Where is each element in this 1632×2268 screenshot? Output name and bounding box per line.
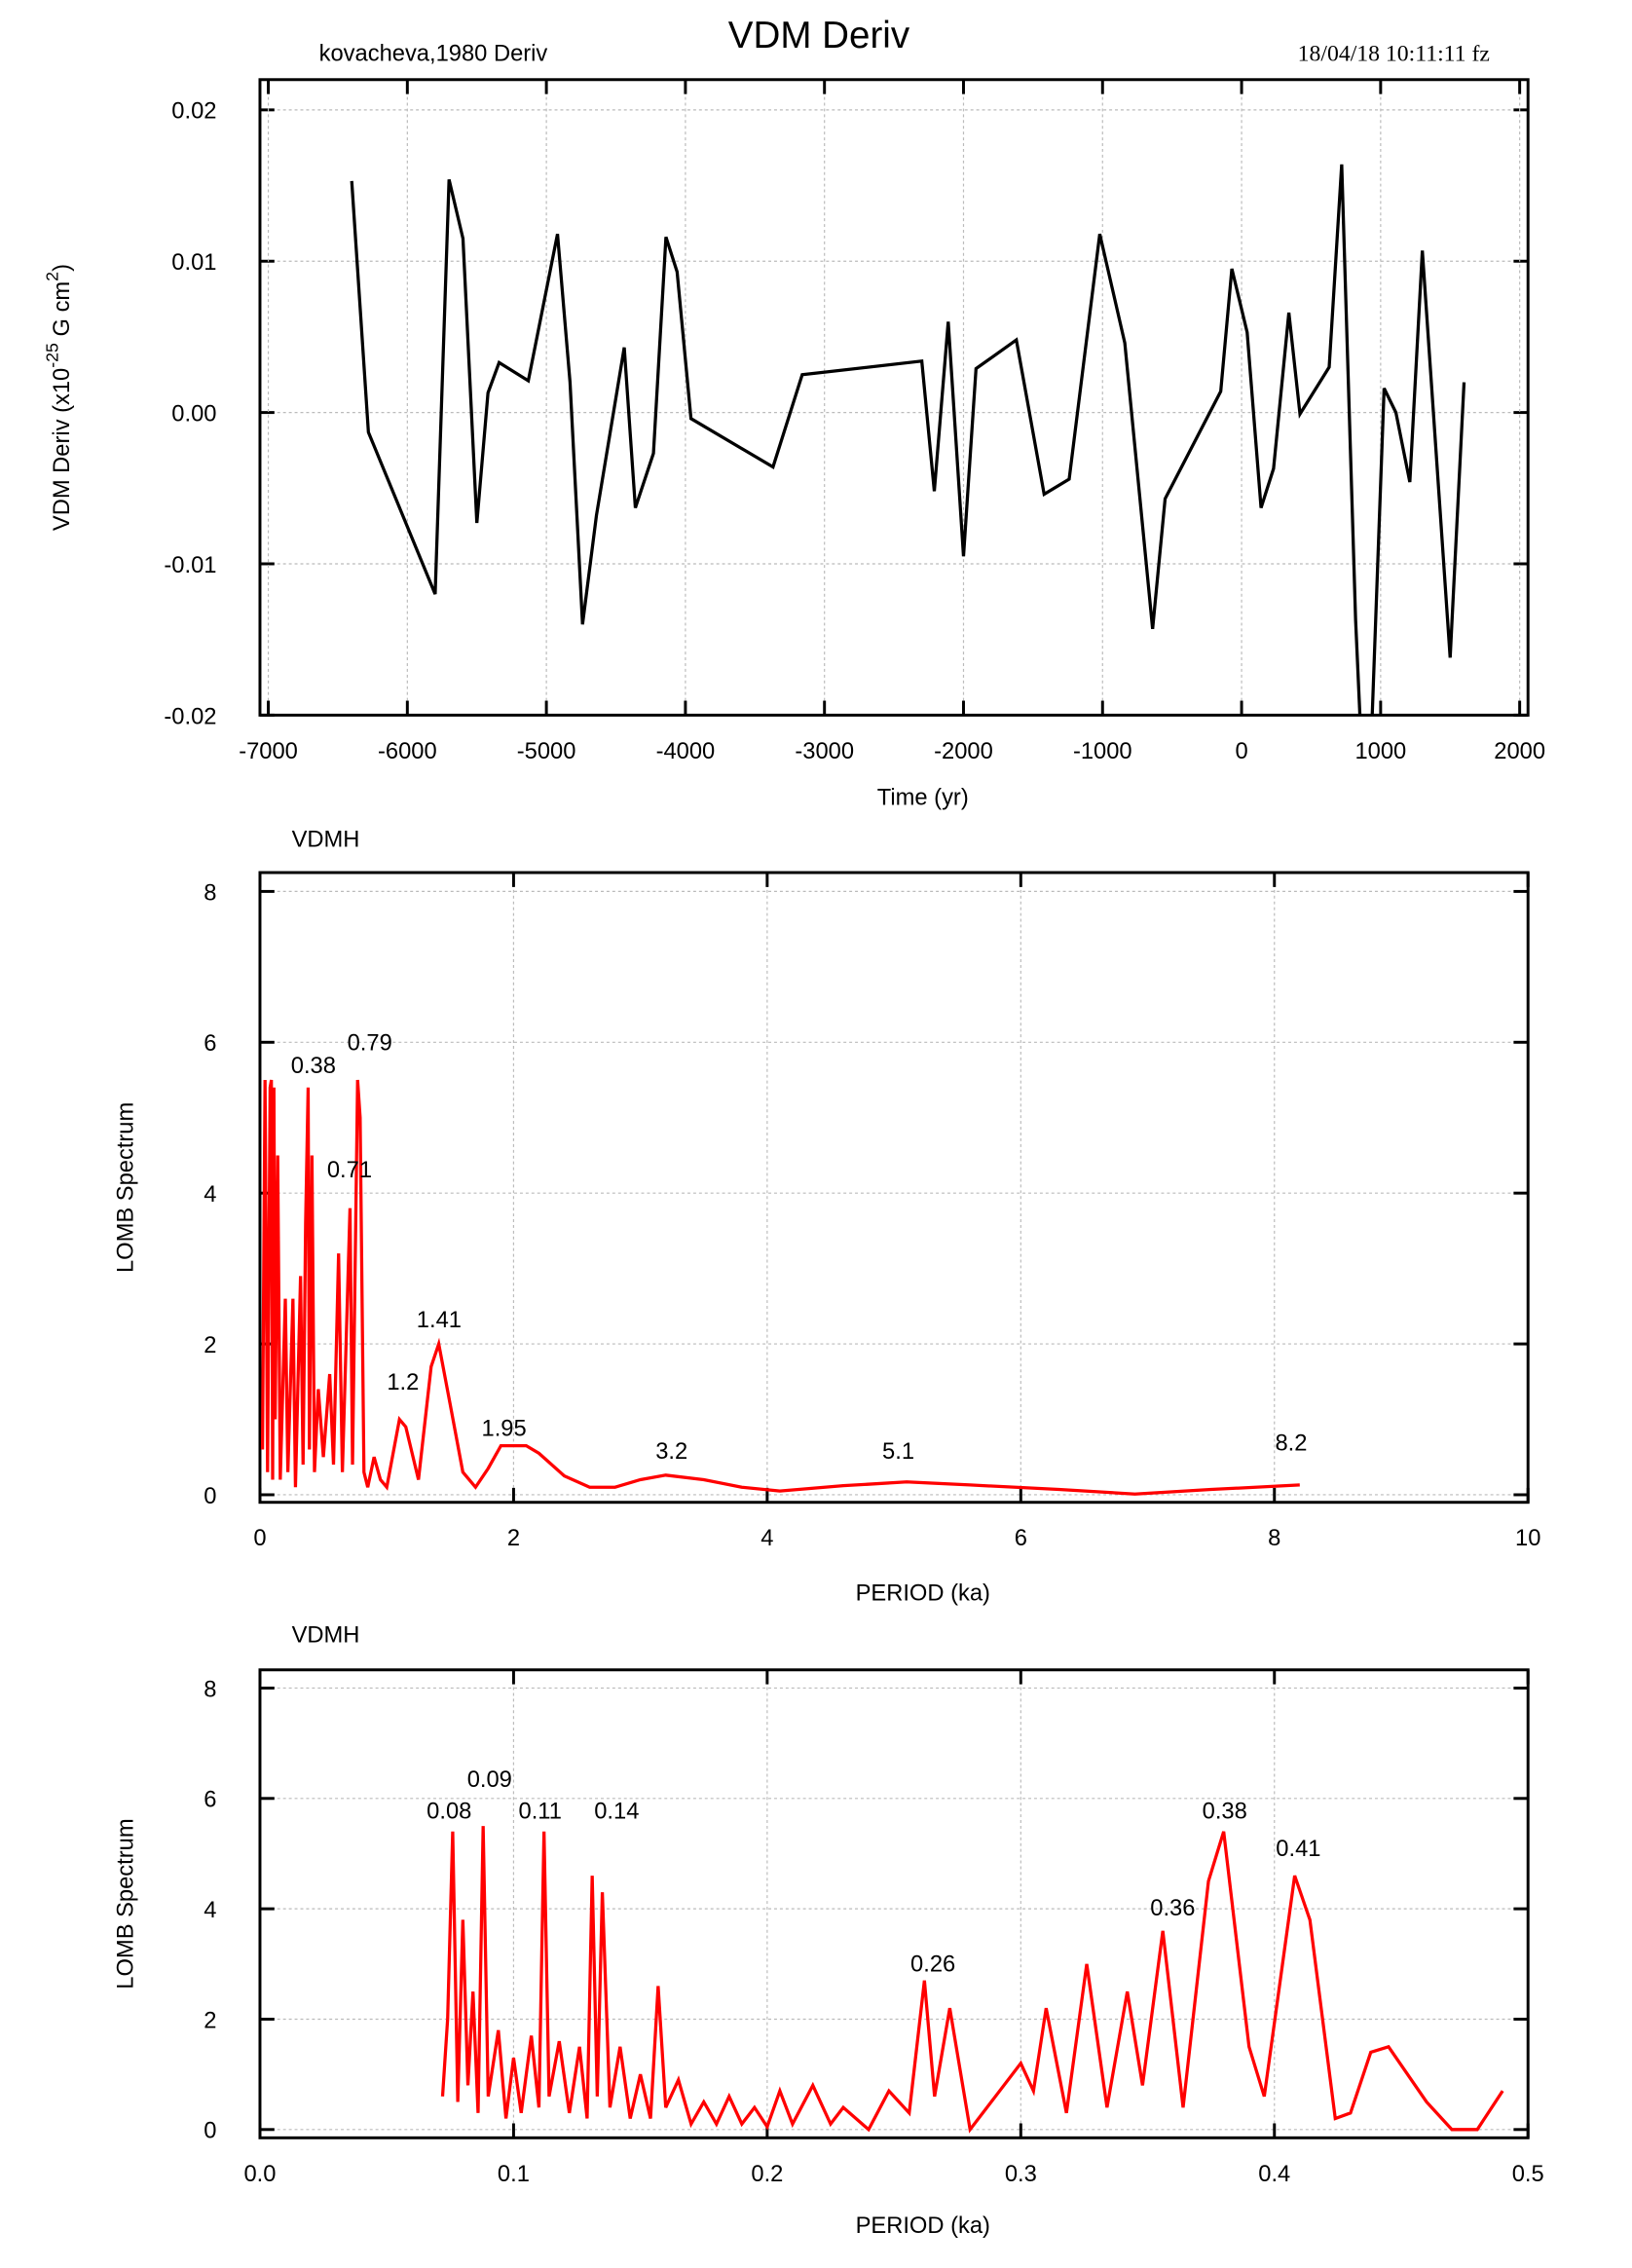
data-line xyxy=(440,1826,1504,2134)
y-axis-label: VDM Deriv (x10-25 G cm2) xyxy=(42,264,75,531)
x-tick-label: -1000 xyxy=(1073,739,1132,764)
peak-label: 0.79 xyxy=(348,1030,392,1056)
x-tick-label: -4000 xyxy=(656,739,716,764)
peak-label: 5.1 xyxy=(882,1439,914,1465)
y-tick-label: 0 xyxy=(204,2119,216,2144)
x-tick-label: 6 xyxy=(1015,1526,1027,1551)
y-tick-label: 0.01 xyxy=(171,250,216,276)
y-tick-label: 8 xyxy=(204,1677,216,1702)
x-tick-label: 0.0 xyxy=(243,2162,276,2187)
y-tick-label: 0.02 xyxy=(171,99,216,125)
x-tick-label: 0 xyxy=(253,1526,266,1551)
y-tick-label: 2 xyxy=(204,2008,216,2033)
x-tick-label: 0.5 xyxy=(1512,2162,1544,2187)
peak-label: 0.41 xyxy=(1276,1837,1320,1862)
y-tick-label: 2 xyxy=(204,1333,216,1358)
peak-label: 0.11 xyxy=(519,1800,562,1825)
peak-label: 0.08 xyxy=(427,1800,471,1825)
x-tick-label: 0.4 xyxy=(1258,2162,1290,2187)
x-axis-label: PERIOD (ka) xyxy=(856,1581,990,1607)
plot-frame xyxy=(258,871,1530,1505)
chart-title: VDM Deriv xyxy=(728,15,910,56)
x-axis-label: PERIOD (ka) xyxy=(856,2213,990,2239)
y-tick-label: 8 xyxy=(204,880,216,906)
peak-label: 1.95 xyxy=(482,1416,527,1441)
plot-frame xyxy=(258,1668,1530,2139)
chart-title: VDMH xyxy=(292,827,360,852)
y-tick-label: 6 xyxy=(204,1031,216,1057)
x-axis-label: Time (yr) xyxy=(877,785,969,810)
x-tick-label: -5000 xyxy=(517,739,576,764)
peak-label: 0.36 xyxy=(1150,1896,1195,1921)
x-tick-label: 0.2 xyxy=(751,2162,783,2187)
x-tick-label: 10 xyxy=(1515,1526,1540,1551)
y-tick-label: -0.02 xyxy=(164,704,216,729)
y-axis-label-part: LOMB Spectrum xyxy=(113,1102,138,1273)
y-axis-label: LOMB Spectrum xyxy=(113,1818,138,1989)
data-line xyxy=(260,1079,1300,1496)
y-axis-label-part: ) xyxy=(50,264,75,272)
header-left: kovacheva,1980 Deriv xyxy=(319,41,548,66)
y-axis-label-part: G cm xyxy=(50,281,75,343)
peak-label: 1.2 xyxy=(387,1370,419,1395)
peak-label: 3.2 xyxy=(655,1439,687,1465)
y-axis-label-part: LOMB Spectrum xyxy=(113,1818,138,1989)
plot-frame xyxy=(258,78,1530,717)
y-axis-label-part: -25 xyxy=(42,343,61,368)
y-tick-label: 6 xyxy=(204,1788,216,1813)
header-right: 18/04/18 10:11:11 fz xyxy=(1298,41,1490,66)
chart-title: VDMH xyxy=(292,1623,360,1649)
peak-label: 0.38 xyxy=(291,1054,336,1079)
x-tick-label: -2000 xyxy=(934,739,993,764)
peak-label: 0.71 xyxy=(327,1158,372,1183)
y-axis-label: LOMB Spectrum xyxy=(113,1102,138,1273)
peak-label: 1.41 xyxy=(417,1308,462,1333)
x-tick-label: 2 xyxy=(507,1526,520,1551)
peak-label: 0.14 xyxy=(594,1800,639,1825)
x-tick-label: -7000 xyxy=(239,739,298,764)
x-tick-label: 1000 xyxy=(1354,739,1406,764)
peak-label: 8.2 xyxy=(1275,1431,1307,1456)
peak-label: 0.38 xyxy=(1203,1800,1247,1825)
peak-label: 0.09 xyxy=(467,1767,512,1793)
x-tick-label: 0 xyxy=(1235,739,1247,764)
data-line xyxy=(350,164,1466,716)
y-tick-label: 4 xyxy=(204,1182,216,1208)
y-axis-label-part: VDM Deriv (x10 xyxy=(50,368,75,531)
x-tick-label: 8 xyxy=(1268,1526,1280,1551)
peak-label: 0.26 xyxy=(910,1952,955,1978)
x-tick-label: 0.3 xyxy=(1005,2162,1037,2187)
x-tick-label: 0.1 xyxy=(498,2162,530,2187)
x-tick-label: 2000 xyxy=(1494,739,1545,764)
x-tick-label: 4 xyxy=(760,1526,773,1551)
y-tick-label: 0 xyxy=(204,1484,216,1509)
x-tick-label: -3000 xyxy=(795,739,854,764)
x-tick-label: -6000 xyxy=(378,739,437,764)
y-tick-label: 0.00 xyxy=(171,402,216,428)
y-tick-label: -0.01 xyxy=(164,553,216,578)
y-axis-label-part: 2 xyxy=(42,272,61,281)
y-tick-label: 4 xyxy=(204,1898,216,1923)
